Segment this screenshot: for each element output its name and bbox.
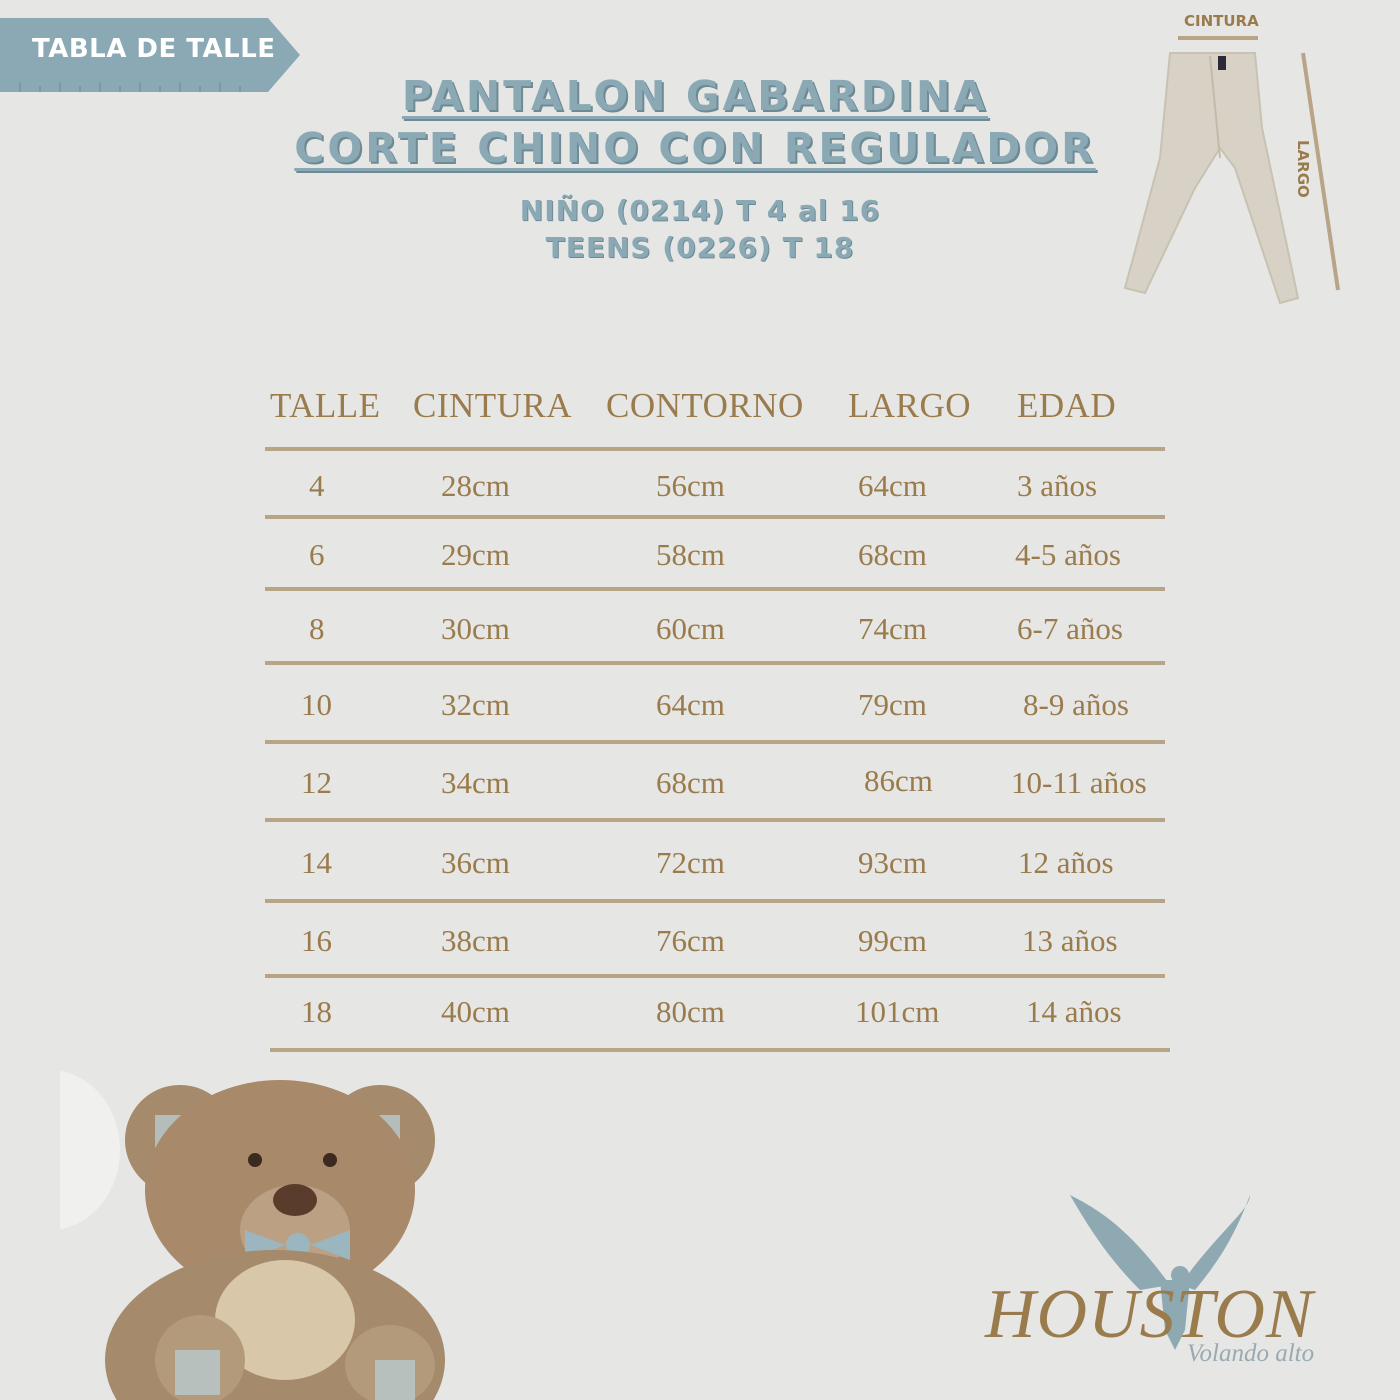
- cell-edad: 13 años: [1022, 923, 1118, 958]
- header-edad: EDAD: [1017, 386, 1117, 425]
- cell-edad: 3 años: [1017, 468, 1098, 503]
- page-title-line1: PANTALON GABARDINA: [401, 72, 989, 120]
- cell-talle: 8: [309, 611, 325, 646]
- cell-talle: 10: [301, 687, 332, 722]
- subtitle-line2: TEENS (0226) T 18: [545, 231, 855, 264]
- table-divider: [270, 1048, 1170, 1052]
- cell-cintura: 36cm: [441, 845, 510, 880]
- cell-talle: 16: [301, 923, 332, 958]
- header-largo: LARGO: [848, 386, 972, 425]
- size-guide-badge: [0, 18, 300, 92]
- cell-edad: 12 años: [1018, 845, 1114, 880]
- cell-cintura: 28cm: [441, 468, 510, 503]
- length-label: LARGO: [1294, 140, 1312, 198]
- cell-cintura: 40cm: [441, 994, 510, 1029]
- cell-contorno: 80cm: [656, 994, 725, 1029]
- cell-edad: 8-9 años: [1023, 687, 1129, 722]
- table-divider: [265, 447, 1165, 451]
- table-divider: [265, 515, 1165, 519]
- table-divider: [265, 899, 1165, 903]
- cell-edad: 14 años: [1026, 994, 1122, 1029]
- cell-cintura: 34cm: [441, 765, 510, 800]
- cell-cintura: 29cm: [441, 537, 510, 572]
- cell-edad: 4-5 años: [1015, 537, 1121, 572]
- pants-icon: [1123, 52, 1300, 305]
- cell-talle: 12: [301, 765, 332, 800]
- brand-tagline: Volando alto: [1187, 1340, 1315, 1367]
- header-cintura: CINTURA: [413, 386, 573, 425]
- badge-label: TABLA DE TALLE: [32, 34, 276, 64]
- brand-name: HOUSTON: [985, 1276, 1314, 1353]
- table-divider: [265, 587, 1165, 591]
- cell-contorno: 60cm: [656, 611, 725, 646]
- cell-largo: 74cm: [858, 611, 927, 646]
- cell-talle: 4: [309, 468, 325, 503]
- table-divider: [265, 818, 1165, 822]
- cell-contorno: 76cm: [656, 923, 725, 958]
- eagle-logo-icon: [1070, 1195, 1250, 1350]
- cell-contorno: 64cm: [656, 687, 725, 722]
- cell-largo: 79cm: [858, 687, 927, 722]
- table-divider: [265, 974, 1165, 978]
- subtitle-line1: NIÑO (0214) T 4 al 16: [519, 194, 881, 227]
- cell-contorno: 58cm: [656, 537, 725, 572]
- waist-label: CINTURA: [1184, 12, 1259, 30]
- cell-edad: 6-7 años: [1017, 611, 1123, 646]
- cell-largo: 68cm: [858, 537, 927, 572]
- cell-talle: 14: [301, 845, 332, 880]
- cell-largo: 101cm: [855, 994, 940, 1029]
- page-title-line2: CORTE CHINO CON REGULADOR: [294, 124, 1096, 172]
- cell-contorno: 56cm: [656, 468, 725, 503]
- table-divider: [265, 661, 1165, 665]
- header-talle: TALLE: [270, 386, 381, 425]
- cell-largo: 93cm: [858, 845, 927, 880]
- cell-contorno: 68cm: [656, 765, 725, 800]
- cell-largo: 86cm: [864, 763, 933, 798]
- cell-cintura: 30cm: [441, 611, 510, 646]
- pants-diagram: [1123, 36, 1340, 305]
- cell-talle: 6: [309, 537, 325, 572]
- cell-cintura: 38cm: [441, 923, 510, 958]
- cell-largo: 99cm: [858, 923, 927, 958]
- cell-contorno: 72cm: [656, 845, 725, 880]
- cell-cintura: 32cm: [441, 687, 510, 722]
- table-divider: [265, 740, 1165, 744]
- cell-talle: 18: [301, 994, 332, 1029]
- header-contorno: CONTORNO: [606, 386, 804, 425]
- cell-edad: 10-11 años: [1011, 765, 1147, 800]
- teddy-bear-illustration: [60, 1070, 445, 1400]
- cell-largo: 64cm: [858, 468, 927, 503]
